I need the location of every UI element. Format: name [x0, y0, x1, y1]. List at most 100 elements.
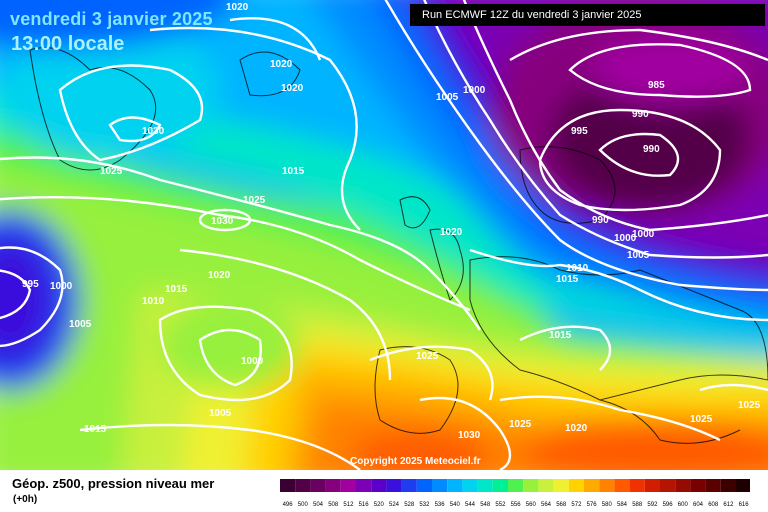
isobar-label: 1010 [142, 296, 165, 307]
color-scale-label: 576 [587, 502, 598, 508]
isobar-label: 1005 [627, 250, 650, 261]
isobar-label: 1025 [509, 419, 532, 430]
isobar-label: 1015 [282, 166, 305, 177]
color-scale-swatch [690, 479, 706, 492]
color-scale-swatch [356, 479, 372, 492]
isobar-label: 1025 [738, 400, 761, 411]
color-scale-swatch [720, 479, 736, 492]
color-scale-label: 556 [511, 502, 522, 508]
color-scale-label: 612 [723, 502, 734, 508]
geopotential-field [0, 0, 768, 470]
isobar-label: 1000 [614, 233, 637, 244]
color-scale-swatch [447, 479, 463, 492]
isobar-label: 1015 [165, 284, 188, 295]
isobar-label: 990 [643, 144, 660, 155]
color-scale-label: 536 [435, 502, 446, 508]
color-scale-label: 496 [283, 502, 294, 508]
run-info-banner: Run ECMWF 12Z du vendredi 3 janvier 2025 [410, 4, 765, 26]
color-scale-swatch [401, 479, 417, 492]
color-scale-label: 540 [450, 502, 461, 508]
color-scale-label: 552 [495, 502, 506, 508]
isobars [0, 0, 768, 470]
isobar-label: 1020 [440, 227, 463, 238]
color-scale-label: 604 [693, 502, 704, 508]
color-scale-label: 532 [419, 502, 430, 508]
color-scale-swatch [660, 479, 676, 492]
isobar-label: 1020 [270, 59, 293, 70]
color-scale-swatch [644, 479, 660, 492]
color-scale-label: 524 [389, 502, 400, 508]
isobar-label: 995 [22, 279, 39, 290]
color-scale-swatch [492, 479, 508, 492]
isobar-label: 995 [571, 126, 588, 137]
copyright-text: Copyright 2025 Meteociel.fr [350, 456, 481, 467]
color-scale-swatch [523, 479, 539, 492]
color-scale-swatch [386, 479, 402, 492]
isobar-label: 1015 [549, 330, 572, 341]
isobar-label: 1025 [690, 414, 713, 425]
color-scale-swatch [325, 479, 341, 492]
color-scale-label: 584 [617, 502, 628, 508]
isobar-label: 1025 [243, 195, 266, 206]
color-scale-swatch [477, 479, 493, 492]
color-scale-swatch [416, 479, 432, 492]
color-scale-swatch [675, 479, 691, 492]
isobar-label: 1000 [632, 229, 655, 240]
isobar-label: 1005 [436, 92, 459, 103]
color-scale-label: 596 [663, 502, 674, 508]
isobar-label: 1020 [226, 2, 249, 13]
color-scale-label: 580 [602, 502, 613, 508]
map-time-title: 13:00 locale [11, 33, 125, 55]
isobar-label: 1005 [69, 319, 92, 330]
color-scale-swatch [629, 479, 645, 492]
color-scale-swatch [340, 479, 356, 492]
color-scale-swatch [568, 479, 584, 492]
color-scale-swatch [538, 479, 554, 492]
color-scale-label: 504 [313, 502, 324, 508]
color-scale-swatch [432, 479, 448, 492]
color-scale-label: 568 [556, 502, 567, 508]
color-scale-label: 560 [526, 502, 537, 508]
color-scale-label: 548 [480, 502, 491, 508]
legend-subtitle: (+0h) [13, 494, 38, 505]
color-scale-swatch [462, 479, 478, 492]
color-scale-swatch [705, 479, 721, 492]
isobar-label: 1010 [566, 263, 589, 274]
color-scale-label: 520 [374, 502, 385, 508]
color-scale-swatch [295, 479, 311, 492]
color-scale-swatch [584, 479, 600, 492]
isobar-label: 1000 [241, 356, 264, 367]
isobar-label-group: 1020 1020 1020 1030 1025 1015 1025 1030 … [22, 2, 761, 441]
map-date-title: vendredi 3 janvier 2025 [10, 9, 213, 29]
color-scale-label: 544 [465, 502, 476, 508]
color-scale-label: 528 [404, 502, 415, 508]
color-scale-label: 616 [739, 502, 750, 508]
isobar-label: 1005 [209, 408, 232, 419]
color-scale-label: 564 [541, 502, 552, 508]
color-scale-label: 608 [708, 502, 719, 508]
legend-title: Géop. z500, pression niveau mer [12, 476, 215, 491]
color-scale-label: 600 [678, 502, 689, 508]
isobar-label: 1025 [416, 351, 439, 362]
color-scale-label: 516 [359, 502, 370, 508]
isobar-label: 1020 [208, 270, 231, 281]
color-scale-label: 512 [343, 502, 354, 508]
color-scale-swatch [553, 479, 569, 492]
isobar-label: 1020 [281, 83, 304, 94]
isobar-label: 990 [592, 215, 609, 226]
isobar-label: 1025 [100, 166, 123, 177]
color-scale-swatch [599, 479, 615, 492]
isobar-label: 1000 [50, 281, 73, 292]
color-scale-swatch [310, 479, 326, 492]
color-scale-label: 508 [328, 502, 339, 508]
isobar-label: 1030 [142, 126, 165, 137]
color-scale-label: 572 [571, 502, 582, 508]
color-scale-label: 500 [298, 502, 309, 508]
isobar-label: 1000 [463, 85, 486, 96]
color-scale-swatch [280, 479, 296, 492]
isobar-label: 990 [632, 109, 649, 120]
isobar-label: 1030 [458, 430, 481, 441]
isobar-label: 1030 [211, 216, 234, 227]
coastlines [29, 47, 768, 444]
isobar-label: 1015 [84, 424, 107, 435]
